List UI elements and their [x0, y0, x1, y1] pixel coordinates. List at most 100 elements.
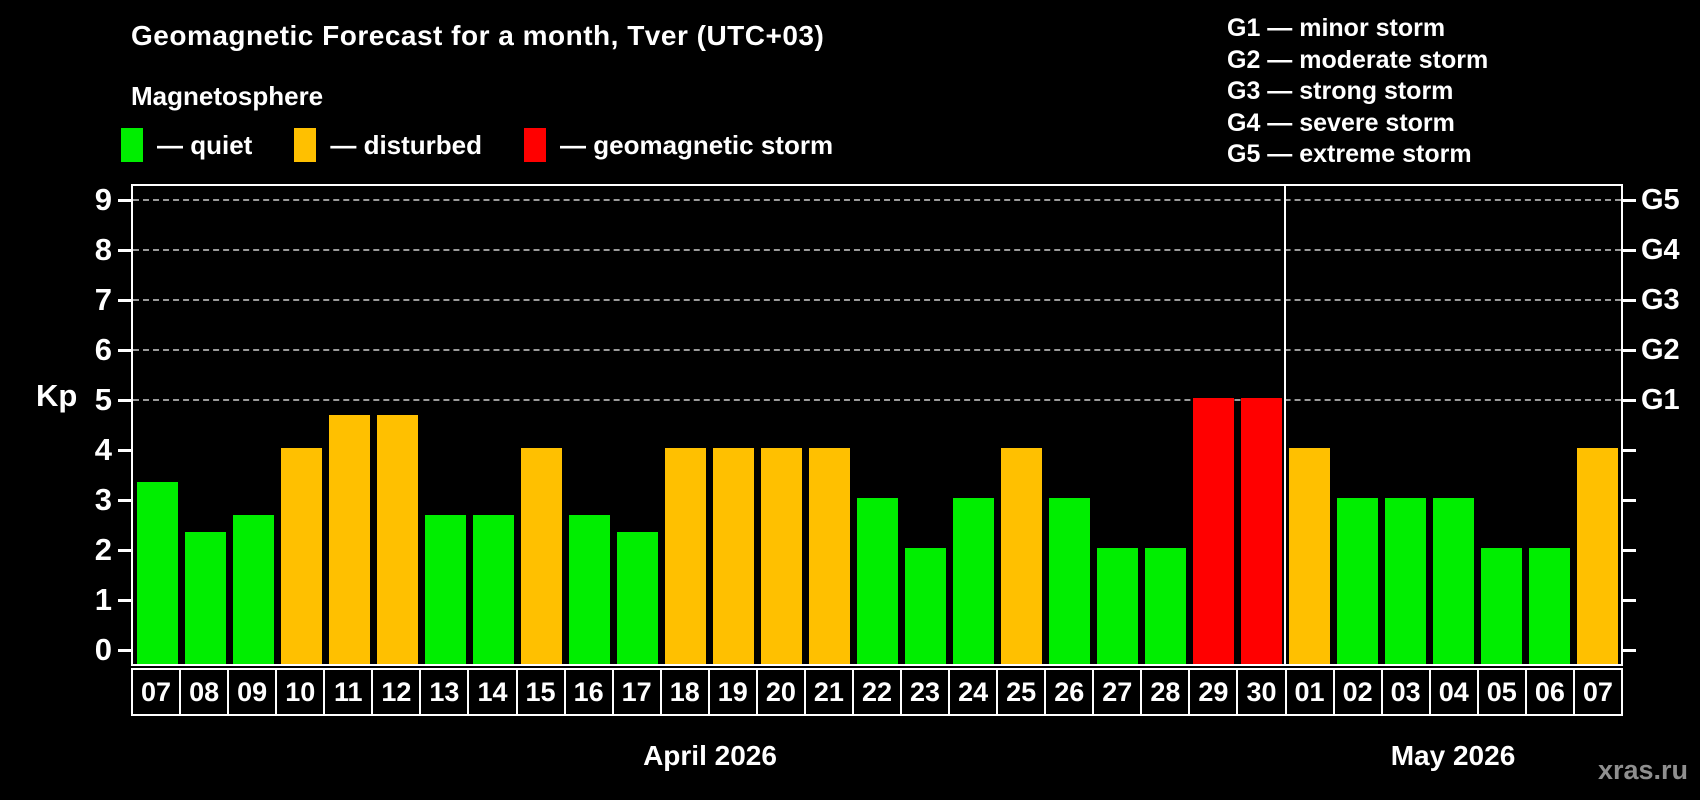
right-axis-label-G1: G1: [1641, 384, 1680, 416]
y-tick-right-9: [1623, 198, 1636, 202]
y-tick-left-6: [118, 348, 131, 352]
legend-label: — quiet: [157, 129, 253, 160]
day-label-apr-29: 29: [1188, 668, 1239, 716]
x-axis-day-labels: 07 08 09 10 11 12 13 14 15 16 17 18 19 20 21 22 23 24 25 26…: [131, 668, 1623, 716]
day-label-apr-30: 30: [1236, 668, 1287, 716]
kp-bar-day-09: [232, 514, 274, 664]
y-tick-left-5: [118, 398, 131, 402]
day-label-may-07: 07: [1572, 668, 1623, 716]
y-tick-left-3: [118, 498, 131, 502]
day-label-apr-23: 23: [900, 668, 951, 716]
y-axis-label-8: 8: [94, 232, 112, 267]
kp-bar-day-04: [1432, 498, 1474, 664]
right-axis-label-G2: G2: [1641, 334, 1680, 366]
watermark: xras.ru: [1597, 755, 1688, 785]
disturbed-swatch-icon: [294, 128, 317, 162]
day-label-apr-11: 11: [323, 668, 374, 716]
y-axis-label-2: 2: [94, 532, 112, 567]
kp-bar-day-03: [1384, 498, 1426, 664]
gridline-kp5: [133, 399, 1621, 401]
kp-bar-day-08: [184, 531, 226, 664]
month-separator-line: [1284, 186, 1286, 664]
y-axis-label-7: 7: [94, 282, 112, 317]
gridline-kp6: [133, 349, 1621, 351]
storm-legend-line: G4 — severe storm: [1227, 108, 1455, 137]
kp-bar-day-16: [568, 514, 610, 664]
kp-bar-day-12: [376, 414, 418, 664]
right-axis-label-G3: G3: [1641, 284, 1680, 316]
kp-bar-day-18: [664, 448, 706, 664]
y-tick-left-1: [118, 598, 131, 602]
magnetosphere-label: Magnetosphere: [131, 81, 324, 111]
kp-bar-day-23: [904, 548, 946, 664]
y-tick-right-6: [1623, 348, 1636, 352]
day-label-apr-27: 27: [1092, 668, 1143, 716]
y-tick-right-3: [1623, 498, 1636, 502]
kp-bar-day-11: [328, 414, 370, 664]
y-tick-left-4: [118, 448, 131, 452]
plot-area: [131, 184, 1623, 666]
day-label-apr-25: 25: [996, 668, 1047, 716]
day-label-apr-12: 12: [371, 668, 422, 716]
y-tick-right-0: [1623, 648, 1636, 652]
day-label-apr-22: 22: [851, 668, 902, 716]
gridline-kp9: [133, 199, 1621, 201]
day-label-apr-24: 24: [948, 668, 999, 716]
day-label-apr-17: 17: [611, 668, 662, 716]
right-axis-label-G4: G4: [1641, 234, 1680, 266]
month-label-april: April 2026: [643, 740, 777, 771]
day-label-may-06: 06: [1524, 668, 1575, 716]
day-label-apr-28: 28: [1140, 668, 1191, 716]
day-label-apr-20: 20: [755, 668, 806, 716]
kp-bar-day-06: [1528, 548, 1570, 664]
day-label-may-01: 01: [1284, 668, 1335, 716]
kp-bar-day-30: [1240, 398, 1282, 664]
day-label-apr-16: 16: [563, 668, 614, 716]
kp-bar-day-25: [1000, 448, 1042, 664]
day-label-may-04: 04: [1428, 668, 1479, 716]
storm-swatch-icon: [524, 128, 547, 162]
kp-bar-day-26: [1048, 498, 1090, 664]
day-label-apr-14: 14: [467, 668, 518, 716]
day-label-apr-26: 26: [1044, 668, 1095, 716]
y-tick-right-7: [1623, 298, 1636, 302]
y-tick-left-2: [118, 548, 131, 552]
y-tick-left-7: [118, 298, 131, 302]
kp-bar-day-02: [1336, 498, 1378, 664]
legend-item-disturbed: — disturbed: [294, 128, 482, 162]
storm-legend-line: G2 — moderate storm: [1227, 45, 1489, 74]
kp-legend: — quiet — disturbed — geomagnetic storm: [121, 128, 833, 162]
y-axis-label-3: 3: [94, 482, 112, 517]
month-label-may: May 2026: [1390, 740, 1516, 771]
y-axis-label-4: 4: [94, 432, 112, 467]
quiet-swatch-icon: [121, 128, 143, 162]
kp-bar-day-07: [136, 481, 178, 664]
y-axis-label-6: 6: [94, 332, 112, 367]
kp-bar-day-27: [1096, 548, 1138, 664]
kp-bar-day-28: [1144, 548, 1186, 664]
y-tick-left-0: [118, 648, 131, 652]
y-tick-right-1: [1623, 598, 1636, 602]
day-label-apr-19: 19: [707, 668, 758, 716]
kp-bar-day-01: [1288, 448, 1330, 664]
legend-label: — disturbed: [330, 129, 483, 160]
kp-bar-day-17: [616, 531, 658, 664]
day-label-apr-08: 08: [179, 668, 230, 716]
day-label-apr-09: 09: [227, 668, 278, 716]
right-axis-label-G5: G5: [1641, 184, 1680, 216]
kp-bar-day-10: [280, 448, 322, 664]
day-label-apr-18: 18: [659, 668, 710, 716]
storm-legend-line: G3 — strong storm: [1227, 77, 1454, 105]
kp-bar-day-15: [520, 448, 562, 664]
gridline-kp8: [133, 249, 1621, 251]
y-tick-right-4: [1623, 448, 1636, 452]
kp-bar-day-22: [856, 498, 898, 664]
day-label-apr-13: 13: [419, 668, 470, 716]
legend-item-storm: — geomagnetic storm: [524, 128, 833, 162]
legend-item-quiet: — quiet: [121, 128, 252, 162]
kp-bar-day-29: [1192, 398, 1234, 664]
day-label-may-03: 03: [1380, 668, 1431, 716]
y-tick-left-9: [118, 198, 131, 202]
day-label-apr-21: 21: [803, 668, 854, 716]
